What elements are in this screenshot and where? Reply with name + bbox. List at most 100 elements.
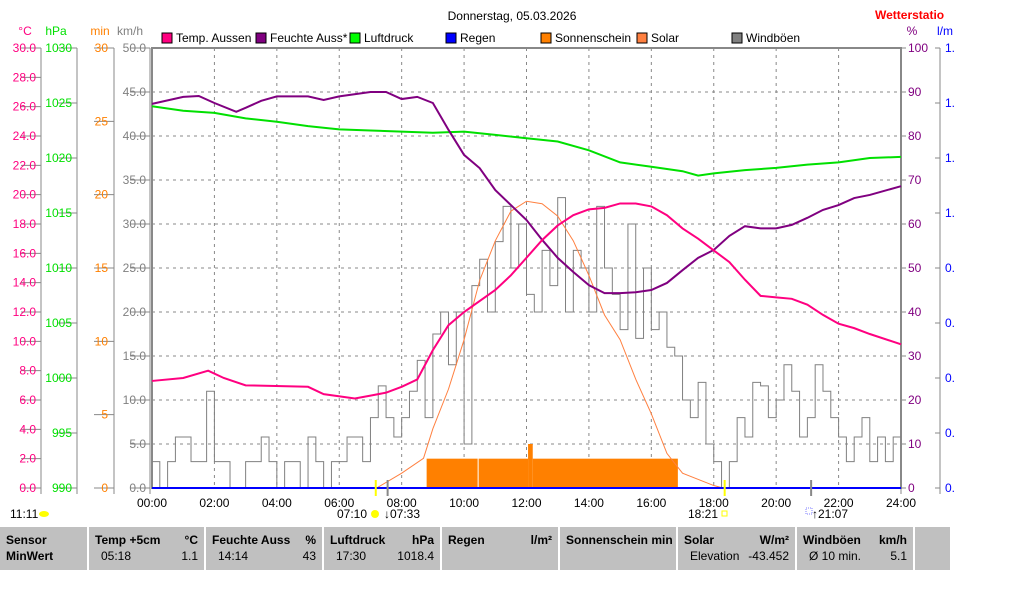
x-tick-label: 22:00 [824,496,854,510]
rain-tick-label: 1. [945,41,955,55]
column-title: Regen [448,533,485,547]
stats-table: Sensor MinWert Temp +5cm °C 05:18 1.1 Feuchte … [0,527,950,570]
column-unit: l/m² [530,533,552,547]
sun-tick-label: 0 [101,481,108,495]
pressure-tick-label: 1020 [45,151,72,165]
legend-swatch [445,32,457,44]
legend-swatch [636,32,648,44]
min-value: 43 [302,549,316,563]
legend-label: Windböen [746,31,800,45]
moon-icon [39,511,49,517]
rain-tick-label: 1. [945,96,955,110]
legend-label: Luftdruck [364,31,414,45]
temp-axis-unit: °C [18,24,32,38]
sun-tick-label: 15 [95,261,109,275]
humidity-axis-unit: % [907,24,918,38]
temp-tick-label: 6.0 [19,393,36,407]
legend-swatch [540,32,552,44]
humidity-tick-label: 20 [908,393,922,407]
sunset-time: 18:21 [688,507,718,521]
temp-tick-label: 18.0 [13,217,37,231]
legend-swatch [255,32,267,44]
wind-tick-label: 0.0 [129,481,146,495]
humidity-tick-label: 80 [908,129,922,143]
wind-axis-unit: km/h [117,24,143,38]
table-column: Windböen km/h Ø 10 min. 5.1 [795,527,913,570]
temp-tick-label: 10.0 [13,334,37,348]
min-value: 1018.4 [397,549,434,563]
sunshine-bar [532,458,678,488]
legend-label: Regen [460,31,495,45]
temp-tick-label: 8.0 [19,364,36,378]
humidity-tick-label: 70 [908,173,922,187]
temp-tick-label: 4.0 [19,422,36,436]
temp-tick-label: 14.0 [13,276,37,290]
series-windb-en [152,197,901,489]
column-unit: % [305,533,316,547]
pressure-tick-label: 1030 [45,41,72,55]
table-column: Sensor MinWert [0,527,85,570]
x-tick-label: 16:00 [636,496,666,510]
wind-tick-label: 15.0 [123,349,147,363]
sun-tick-label: 5 [101,408,108,422]
column-unit: W/m² [759,533,789,547]
moonrise-icon [805,507,813,515]
temp-tick-label: 24.0 [13,129,37,143]
temp-tick-label: 30.0 [13,41,37,55]
rain-tick-label: 0. [945,481,955,495]
x-tick-label: 02:00 [199,496,229,510]
min-label: MinWert [6,549,54,563]
sunshine-bar [528,444,533,488]
series-temp-aussen [151,202,902,400]
rain-tick-label: 0. [945,261,955,275]
x-tick-label: 24:00 [886,496,916,510]
rain-tick-label: 0. [945,426,955,440]
x-tick-label: 04:00 [262,496,292,510]
column-title: Luftdruck [330,533,386,547]
temp-tick-label: 12.0 [13,305,37,319]
sun-axis-unit: min [90,24,109,38]
sunset-icon [721,510,728,517]
moonset-time: ↓07:33 [384,507,420,521]
rain-axis-unit: l/m [937,24,953,38]
sun-icon [371,510,379,518]
humidity-tick-label: 60 [908,217,922,231]
chart-title: Donnerstag, 05.03.2026 [448,9,577,23]
x-tick-label: 14:00 [574,496,604,510]
column-title: Sensor [6,533,47,547]
pressure-tick-label: 1025 [45,96,72,110]
pressure-tick-label: 1005 [45,316,72,330]
rain-tick-label: 1. [945,151,955,165]
table-column-empty [913,527,950,570]
legend-swatch [731,32,743,44]
pressure-axis-unit: hPa [45,24,67,38]
column-unit: km/h [878,533,907,547]
min-value: -43.452 [748,549,789,563]
x-tick-label: 12:00 [511,496,541,510]
min-label: Elevation [690,549,740,563]
temp-tick-label: 26.0 [13,100,37,114]
table-column: Feuchte Auss% 14:14 43 [204,527,322,570]
x-tick-label: 06:00 [324,496,354,510]
wind-tick-label: 50.0 [123,41,147,55]
sunrise-time: 07:10 [337,507,367,521]
column-title: Temp +5cm [95,533,161,547]
sun-tick-label: 20 [95,188,109,202]
wind-tick-label: 30.0 [123,217,147,231]
min-label: 05:18 [101,549,132,563]
series-luftdruck [151,105,902,177]
pressure-tick-label: 1000 [45,371,72,385]
temp-tick-label: 16.0 [13,246,37,260]
table-column: Temp +5cm °C 05:18 1.1 [87,527,204,570]
min-value: 5.1 [890,549,907,563]
x-tick-label: 18:00 [699,496,729,510]
humidity-tick-label: 40 [908,305,922,319]
wind-tick-label: 5.0 [129,437,146,451]
legend-swatch [349,32,361,44]
weather-chart: Donnerstag, 05.03.2026 Wetterstatio Temp. … [10,8,955,521]
humidity-tick-label: 50 [908,261,922,275]
wind-tick-label: 10.0 [123,393,147,407]
temp-tick-label: 28.0 [13,70,37,84]
pressure-tick-label: 995 [52,426,72,440]
column-title: Solar [684,533,715,547]
